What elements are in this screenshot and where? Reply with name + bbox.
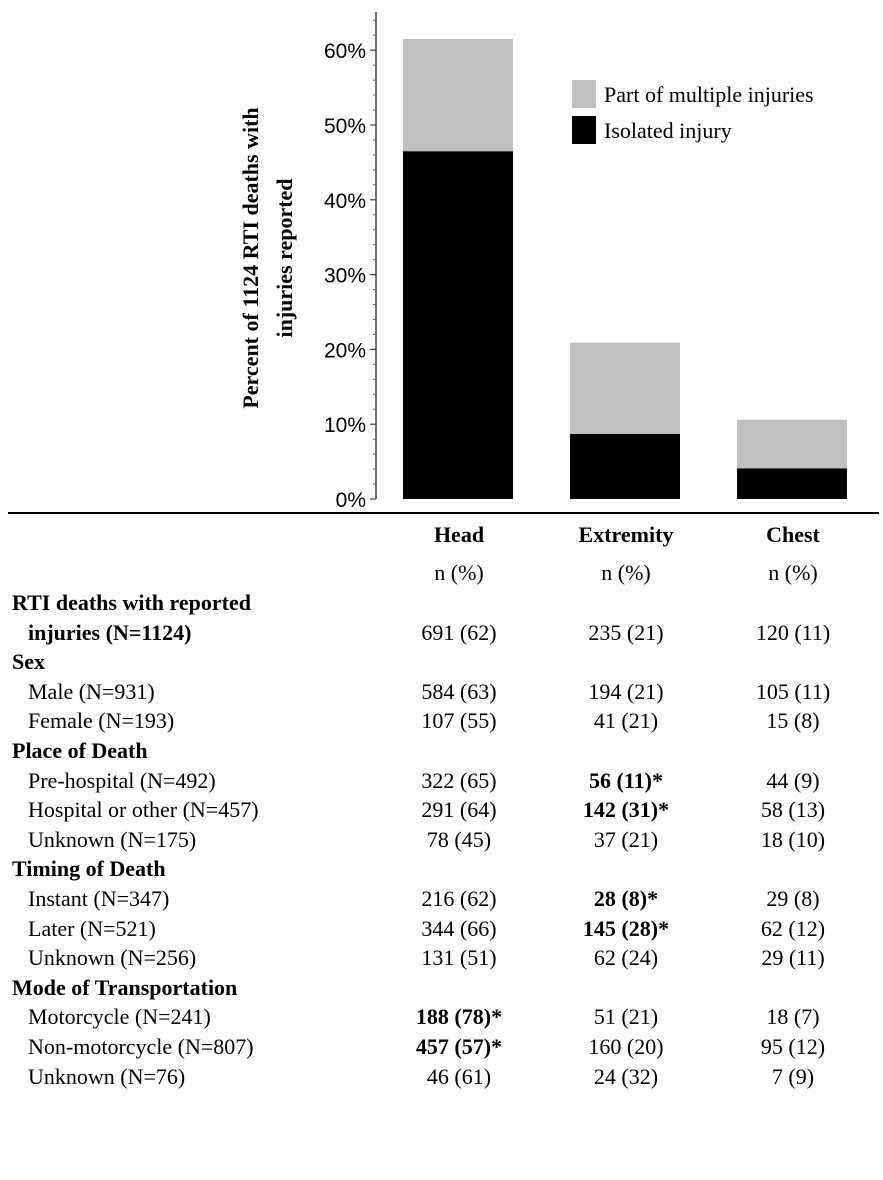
legend-swatch: [572, 80, 596, 108]
table-cell: 18 (10): [760, 826, 826, 852]
row-label: injuries (N=1124): [28, 619, 192, 645]
y-tick-label: 30%: [324, 265, 366, 288]
y-tick-label: 60%: [324, 40, 366, 63]
table-cell: 95 (12): [760, 1034, 826, 1059]
legend-swatch: [572, 116, 596, 144]
table-cell: 62 (24): [593, 945, 659, 971]
y-axis-label: Percent of 1124 RTI deaths with injuries…: [238, 107, 297, 408]
column-subheader: n (%): [434, 560, 484, 585]
section-label: Place of Death: [12, 738, 148, 763]
table-cell: 15 (8): [766, 708, 820, 734]
row-label: Unknown (N=175): [28, 826, 197, 852]
table-cell: 58 (13): [760, 797, 826, 823]
table-cell: 322 (65): [421, 767, 497, 793]
table-cell: 120 (11): [755, 619, 831, 645]
bar-head-multiple: [403, 38, 513, 152]
row-label: Instant (N=347): [28, 886, 170, 911]
table-cell: 62 (12): [760, 915, 826, 941]
legend: Part of multiple injuries Isolated injury: [572, 80, 814, 144]
row-label: Non-motorcycle (N=807): [28, 1034, 254, 1059]
column-subheader: n (%): [768, 560, 818, 585]
table-cell: 105 (11): [755, 678, 831, 704]
section-label: Mode of Transportation: [12, 974, 238, 1000]
table-cell: 291 (64): [421, 797, 497, 823]
stacked-bar-chart: Percent of 1124 RTI deaths with injuries…: [238, 12, 847, 512]
table-cell: 194 (21): [588, 678, 664, 704]
column-header: Chest: [766, 522, 820, 547]
table-cell: 188 (78)*: [415, 1004, 503, 1030]
legend-label: Part of multiple injuries: [604, 82, 814, 107]
section-label: Timing of Death: [12, 856, 166, 882]
y-axis-ticks: 0% 10% 20% 30% 40% 50% 60%: [324, 19, 376, 512]
bars: [403, 38, 847, 499]
bar-extremity-multiple: [570, 342, 680, 434]
table-cell: 24 (32): [593, 1063, 659, 1089]
table-cell: 145 (28)*: [582, 915, 670, 941]
table-cell: 44 (9): [766, 767, 820, 793]
table-cell: 160 (20): [588, 1034, 664, 1059]
row-label: Unknown (N=76): [28, 1063, 186, 1089]
table-cell: 28 (8)*: [593, 886, 659, 911]
y-tick-label: 50%: [324, 115, 366, 138]
bar-chest-multiple: [737, 419, 847, 469]
column-header: Head: [433, 522, 485, 547]
y-tick-label: 0%: [336, 489, 366, 512]
table-cell: 46 (61): [426, 1063, 492, 1089]
table-cell: 142 (31)*: [582, 797, 670, 823]
table-cell: 18 (7): [766, 1004, 820, 1030]
row-label: Female (N=193): [28, 708, 175, 734]
row-label: Later (N=521): [28, 915, 156, 941]
table-cell: 29 (8): [766, 886, 820, 911]
y-axis-label-line1: Percent of 1124 RTI deaths with: [238, 107, 263, 408]
table-cell: 216 (62): [421, 886, 497, 911]
table-cell: 56 (11)*: [589, 767, 663, 793]
legend-label: Isolated injury: [604, 118, 732, 143]
table-cell: 41 (21): [593, 708, 659, 734]
y-tick-label: 20%: [324, 339, 366, 362]
bar-head-isolated: [403, 151, 513, 499]
section-label: Sex: [12, 649, 45, 675]
row-label: Motorcycle (N=241): [28, 1004, 211, 1030]
table-cell: 344 (66): [421, 915, 497, 941]
table-cell: 107 (55): [421, 708, 497, 734]
table-cell: 691 (62): [421, 619, 497, 645]
section-label: RTI deaths with reported: [12, 590, 251, 615]
table-cell: 584 (63): [421, 678, 497, 704]
column-header: Extremity: [578, 522, 674, 547]
y-tick-label: 40%: [324, 190, 366, 213]
bar-extremity-isolated: [570, 433, 680, 499]
table-cell: 78 (45): [426, 826, 492, 852]
row-label: Male (N=931): [28, 678, 155, 704]
column-subheader: n (%): [601, 560, 651, 585]
table-cell: 51 (21): [593, 1004, 659, 1030]
table-top-rule: [8, 512, 879, 514]
table-cell: 131 (51): [421, 945, 497, 971]
y-axis-label-line2: injuries reported: [272, 178, 297, 337]
table-cell: 235 (21): [588, 619, 664, 645]
table-cell: 7 (9): [771, 1063, 815, 1089]
bar-chest-isolated: [737, 468, 847, 499]
row-label: Unknown (N=256): [28, 945, 197, 971]
y-tick-label: 10%: [324, 414, 366, 437]
row-label: Hospital or other (N=457): [28, 797, 259, 823]
row-label: Pre-hospital (N=492): [28, 767, 216, 793]
table-cell: 29 (11): [761, 945, 825, 971]
table-cell: 37 (21): [593, 826, 659, 852]
table-cell: 457 (57)*: [415, 1034, 503, 1059]
